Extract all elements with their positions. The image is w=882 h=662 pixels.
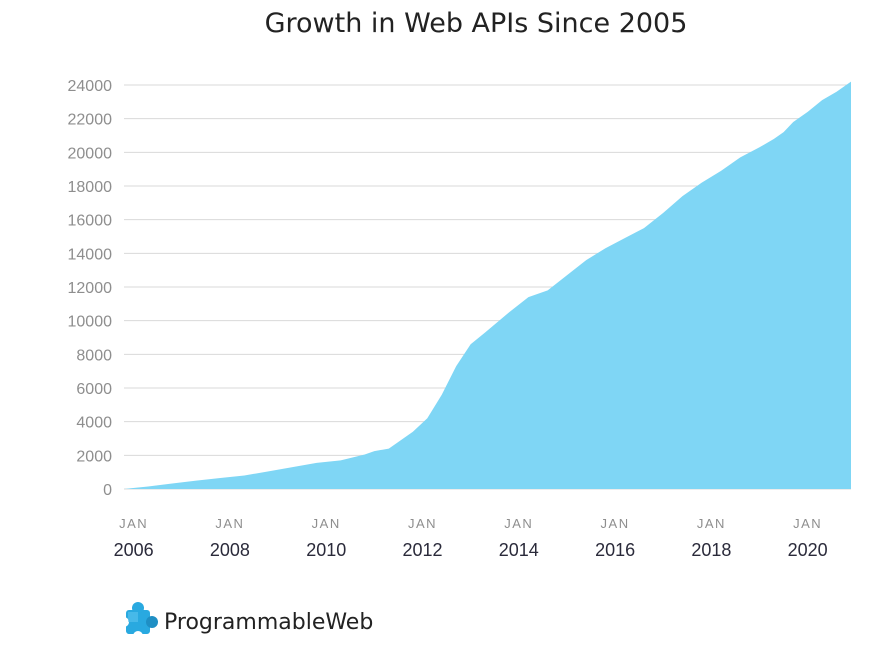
y-tick-label: 14000 <box>68 246 113 263</box>
y-tick-label: 12000 <box>68 280 113 297</box>
x-tick-month: JAN <box>215 516 244 531</box>
x-tick-year: 2012 <box>402 540 442 560</box>
x-tick-year: 2018 <box>691 540 731 560</box>
x-tick-month: JAN <box>793 516 822 531</box>
x-tick-month: JAN <box>119 516 148 531</box>
chart-title: Growth in Web APIs Since 2005 <box>264 8 688 39</box>
y-tick-label: 4000 <box>76 415 112 432</box>
y-axis-ticks: 0 2000 4000 6000 8000 10000 12000 14000 16000 180… <box>68 78 113 499</box>
x-tick-year: 2016 <box>595 540 635 560</box>
x-axis-ticks: JAN 2006 JAN 2008 JAN 2010 JAN 2012 JAN 2014 JAN 20… <box>114 516 828 560</box>
y-tick-label: 0 <box>103 482 112 499</box>
brand-name: ProgrammableWeb <box>164 610 373 635</box>
puzzle-piece-icon <box>119 602 158 641</box>
y-tick-label: 24000 <box>68 78 113 95</box>
brand-logo: ProgrammableWeb <box>119 602 373 641</box>
x-tick-month: JAN <box>408 516 437 531</box>
y-tick-label: 10000 <box>68 314 113 331</box>
y-tick-label: 8000 <box>76 347 112 364</box>
y-tick-label: 2000 <box>76 448 112 465</box>
y-tick-label: 6000 <box>76 381 112 398</box>
x-tick-year: 2010 <box>306 540 346 560</box>
y-tick-label: 16000 <box>68 213 113 230</box>
x-tick-month: JAN <box>504 516 533 531</box>
x-tick-year: 2008 <box>210 540 250 560</box>
x-tick-month: JAN <box>601 516 630 531</box>
x-tick-month: JAN <box>697 516 726 531</box>
area-layer <box>124 81 851 489</box>
x-tick-year: 2020 <box>788 540 828 560</box>
series-area <box>124 81 851 489</box>
x-tick-year: 2014 <box>499 540 539 560</box>
y-tick-label: 18000 <box>68 179 113 196</box>
y-tick-label: 22000 <box>68 112 113 129</box>
x-tick-month: JAN <box>312 516 341 531</box>
y-tick-label: 20000 <box>68 145 113 162</box>
x-tick-year: 2006 <box>114 540 154 560</box>
